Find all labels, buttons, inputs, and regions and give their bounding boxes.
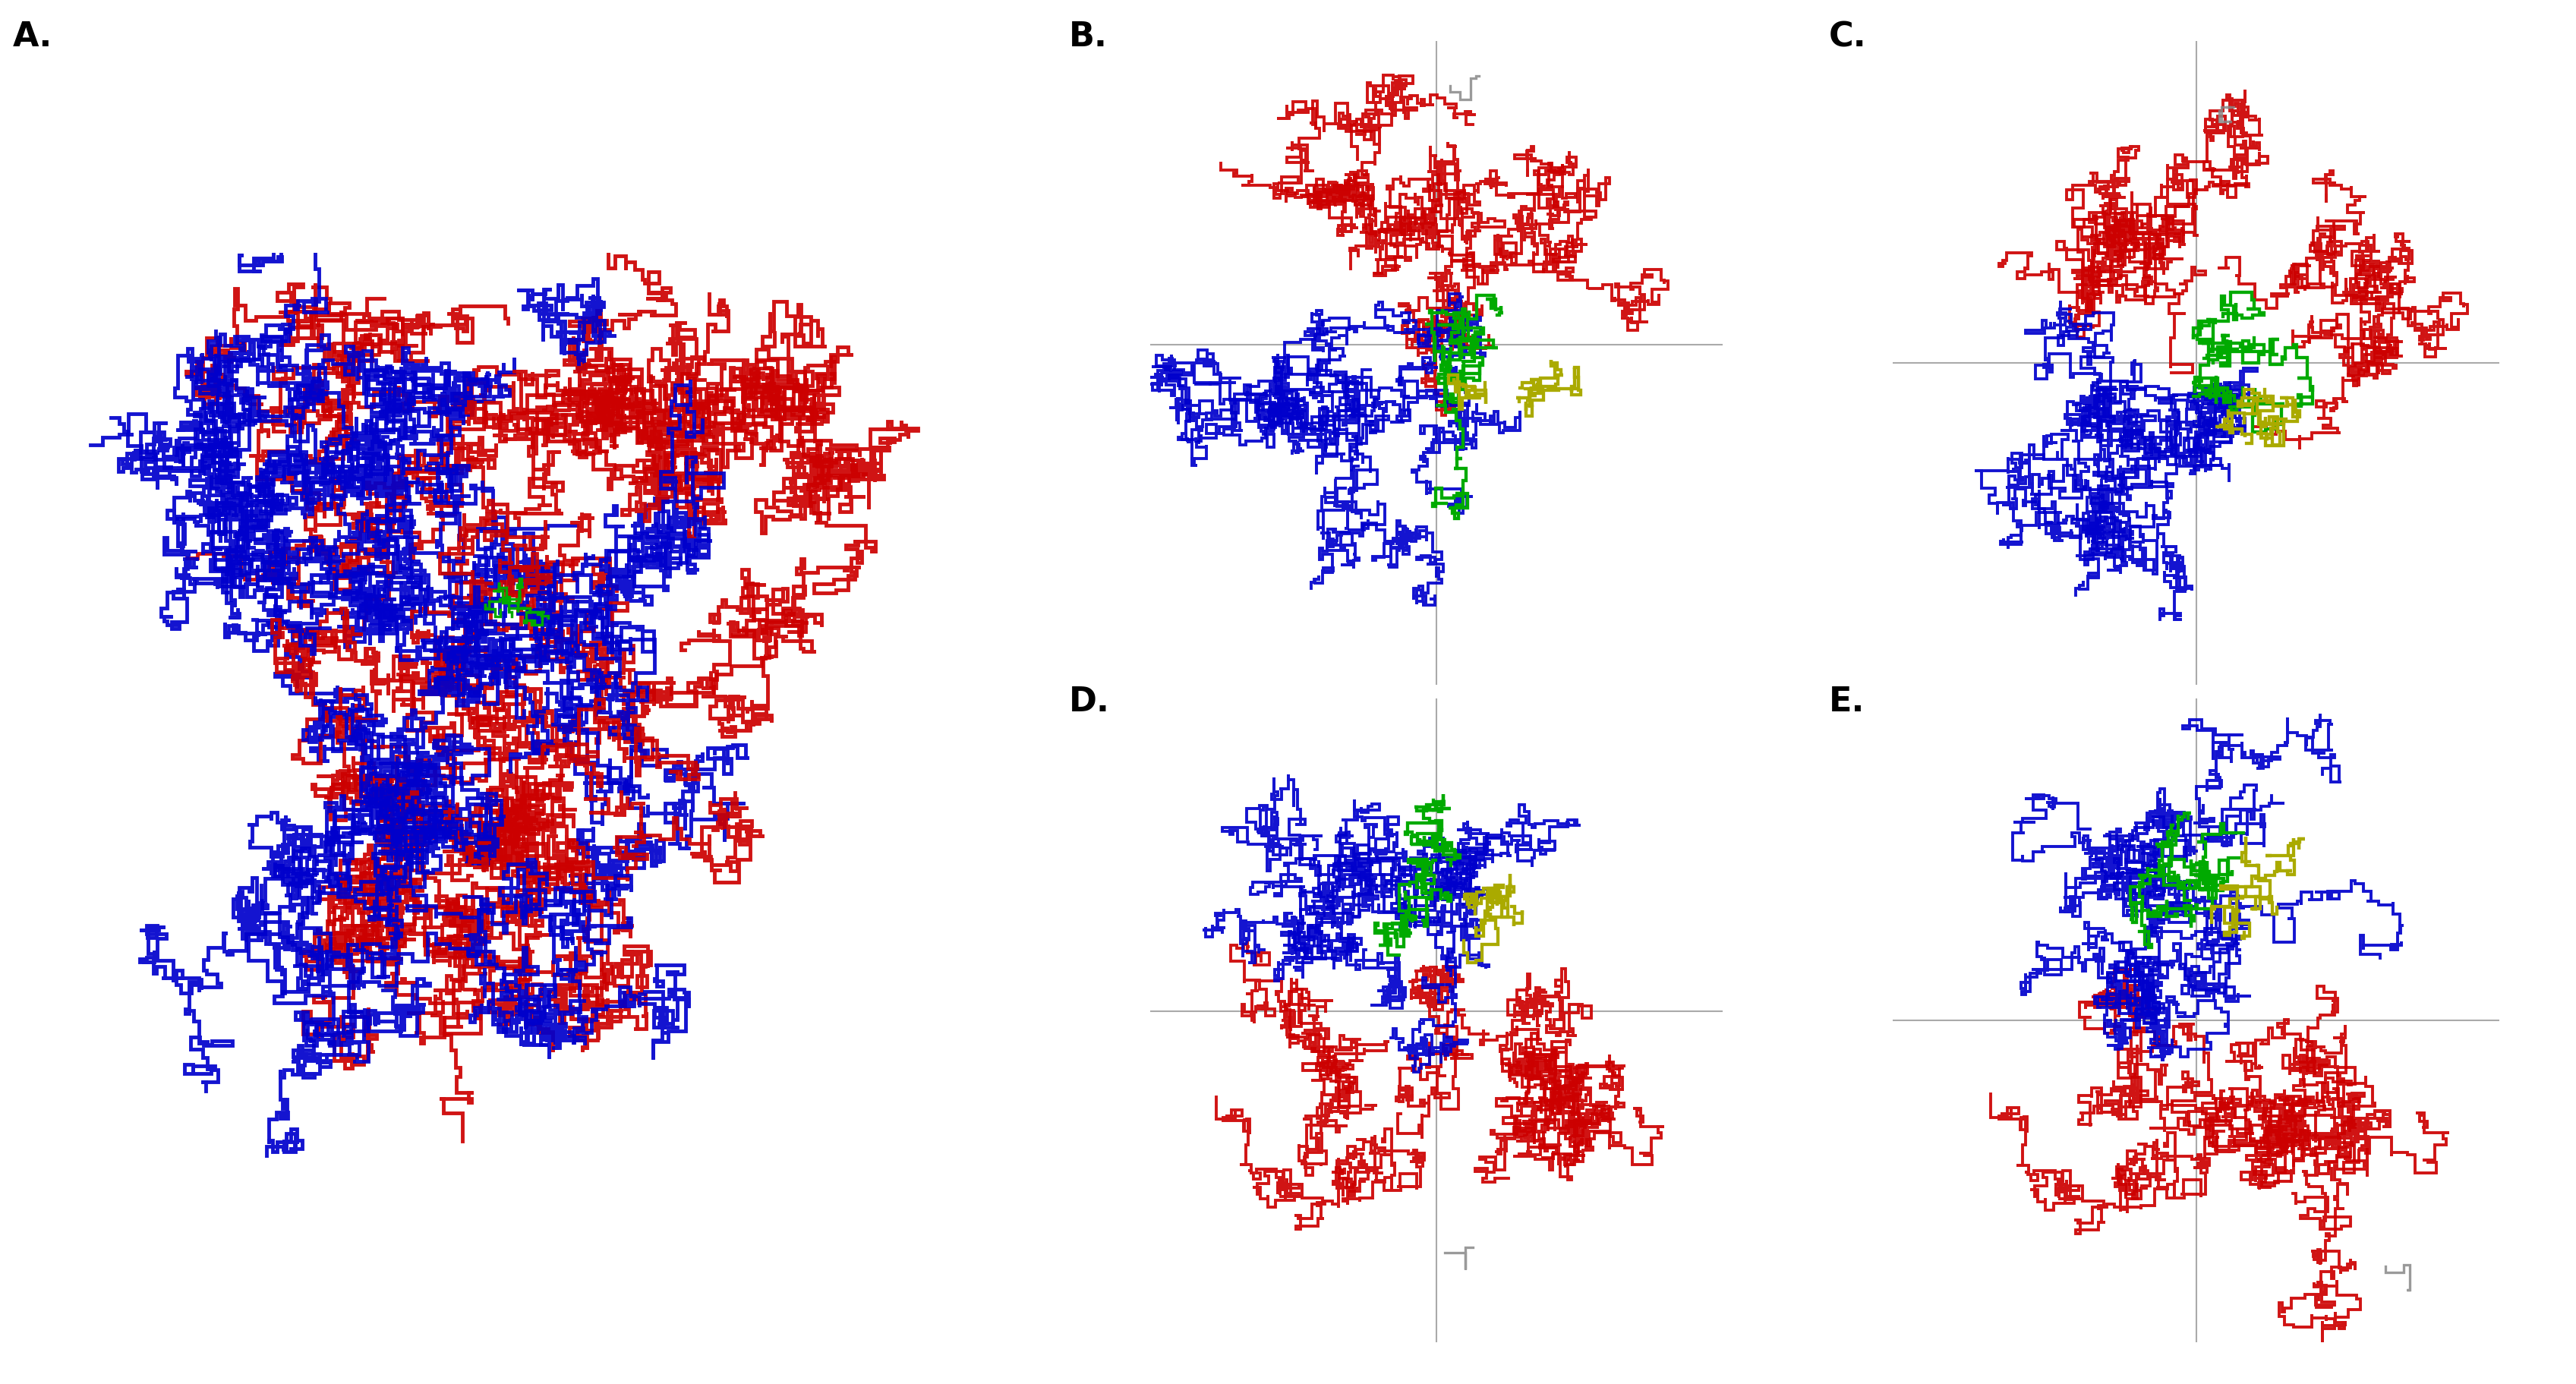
Text: B.: B. bbox=[1069, 21, 1108, 54]
Text: C.: C. bbox=[1829, 21, 1868, 54]
Text: D.: D. bbox=[1069, 685, 1110, 718]
Text: E.: E. bbox=[1829, 685, 1865, 718]
Text: A.: A. bbox=[13, 21, 52, 54]
